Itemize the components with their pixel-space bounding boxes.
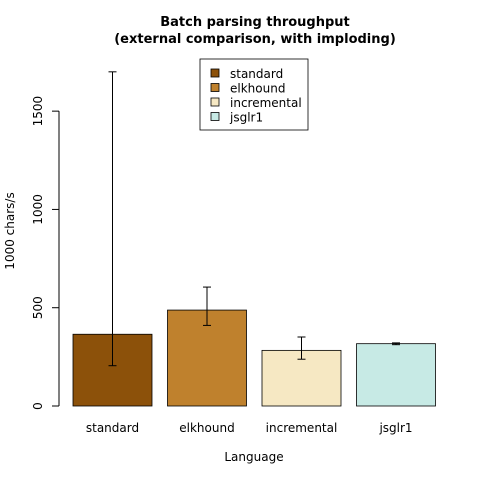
legend-swatch-jsglr1 [210,112,220,121]
y-axis-label: 1000 chars/s [3,192,17,269]
x-tick-label-elkhound: elkhound [179,421,234,435]
chart-title-line-1: Batch parsing throughput [160,15,350,30]
x-tick-label-incremental: incremental [266,421,338,435]
x-tick-label-jsglr1: jsglr1 [378,421,412,435]
bar-jsglr1 [356,343,436,407]
legend-label-incremental: incremental [230,96,302,110]
legend-swatch-standard [210,68,220,78]
legend-swatch-elkhound [210,83,220,92]
error-bars [108,71,400,367]
y-tick-label: 1000 [31,194,45,225]
bars [72,309,436,407]
legend-swatch-incremental [210,97,220,107]
x-axis-label: Language [224,450,283,464]
y-tick-label: 500 [31,296,45,319]
chart-title-line-2: (external comparison, with imploding) [114,32,396,47]
x-tick-label-standard: standard [86,421,139,435]
x-axis-tick-labels: standard elkhound incremental jsglr1 [86,421,413,435]
y-tick-label: 0 [31,402,45,410]
legend-label-standard: standard [230,67,283,81]
bar-elkhound [167,309,247,407]
legend-label-elkhound: elkhound [230,82,285,96]
y-axis: 0 500 1000 1500 [31,96,60,410]
y-tick-label: 1500 [31,96,45,127]
legend-label-jsglr1: jsglr1 [229,111,263,125]
